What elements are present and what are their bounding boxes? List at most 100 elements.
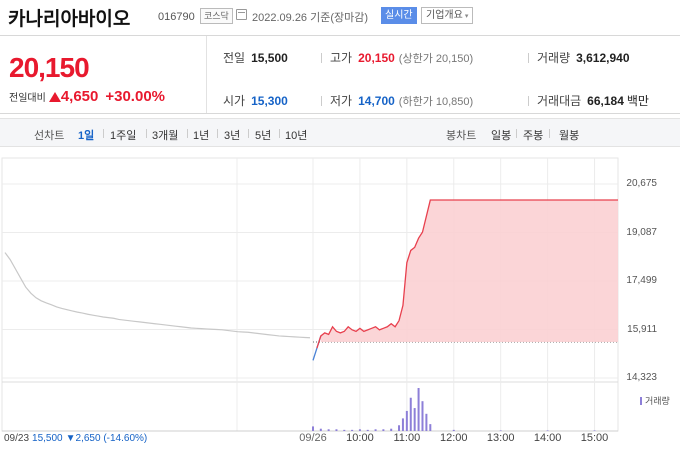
divider	[206, 36, 207, 113]
lower-limit: (하한가 10,850)	[398, 96, 474, 108]
volume-bar	[327, 429, 330, 431]
divider	[321, 96, 322, 106]
volume-bar	[351, 429, 354, 431]
candle-monthly[interactable]: 월봉	[559, 130, 580, 142]
volume-bar	[343, 429, 346, 431]
x-tick-label: 14:00	[533, 432, 562, 444]
volume-bar	[319, 428, 322, 431]
open-label: 시가	[223, 94, 246, 108]
candle-daily[interactable]: 일봉	[491, 130, 512, 142]
prev-close-value: 15,500	[251, 51, 288, 65]
x-tick-label: 12:00	[440, 432, 468, 444]
trade-value-cell: 거래대금 66,184 백만	[528, 92, 649, 109]
divider	[146, 129, 147, 138]
volume-bar	[401, 418, 404, 431]
up-arrow-icon	[48, 92, 61, 102]
y-tick-label: 20,675	[626, 178, 657, 189]
prev-day-line	[4, 252, 311, 339]
divider	[248, 129, 249, 138]
stock-header: 카나리아바이오 016790 코스닥 2022.09.26 기준(장마감) 실시…	[0, 0, 680, 34]
period-3y[interactable]: 3년	[224, 130, 241, 142]
divider	[528, 53, 529, 63]
chevron-down-icon: ▾	[464, 13, 469, 20]
x-tick-label: 09/26	[299, 432, 327, 444]
x-tick-label: 15:00	[580, 432, 609, 444]
candle-weekly[interactable]: 주봉	[523, 130, 544, 142]
trade-value-label: 거래대금	[537, 94, 582, 108]
volume-bar	[358, 429, 361, 431]
volume-bar	[390, 428, 393, 431]
y-tick-label: 17,499	[626, 275, 657, 286]
company-name[interactable]: 카나리아바이오	[8, 9, 131, 30]
change-label: 전일대비	[9, 93, 46, 104]
chart-grid	[1, 157, 619, 432]
x-tick-label: 11:00	[393, 432, 421, 444]
today-series	[312, 199, 618, 361]
period-3m[interactable]: 3개월	[152, 130, 179, 142]
current-price: 20,150	[9, 52, 90, 83]
line-chart-label: 선차트	[34, 130, 65, 142]
volume-value: 3,612,940	[576, 51, 630, 65]
volume-bar	[417, 388, 420, 431]
volume-bar	[366, 429, 369, 431]
company-info-label: 기업개요	[426, 10, 463, 21]
today-line-above	[316, 199, 618, 349]
divider	[321, 53, 322, 63]
change-amount: 4,650	[60, 88, 99, 105]
volume-legend-label: 거래량	[645, 396, 670, 406]
period-5y[interactable]: 5년	[255, 130, 272, 142]
quote-summary: 20,150 전일대비 4,650 +30.00% 전일 15,500 고가 20,15…	[0, 35, 680, 114]
volume-bar	[425, 413, 428, 431]
prev-day-change: ▼2,650 (-14.60%)	[65, 433, 148, 444]
period-10y[interactable]: 10년	[285, 130, 308, 142]
divider	[217, 129, 218, 138]
low-value: 14,700	[358, 94, 395, 108]
volume-bar	[593, 430, 596, 431]
volume-legend: 거래량	[640, 394, 670, 407]
price-chart[interactable]: 20,675 19,087 17,499 15,911 14,323 09/26 10:0…	[0, 148, 680, 459]
volume-bar	[409, 397, 412, 431]
chart-toolbar: 선차트 1일 1주일 3개월 1년 3년 5년 10년 봉차트 일봉 주봉 월봉	[0, 118, 680, 147]
volume-bar	[374, 429, 377, 431]
gain-area	[320, 200, 618, 343]
realtime-button[interactable]: 실시간	[381, 7, 417, 24]
low-label: 저가	[330, 94, 353, 108]
quote-date: 2022.09.26 기준(장마감)	[252, 12, 369, 24]
high-cell: 고가 20,150 (상한가 20,150)	[321, 49, 473, 66]
prev-day-date: 09/23	[4, 433, 30, 444]
volume-label: 거래량	[537, 51, 571, 65]
price-change: 전일대비 4,650 +30.00%	[9, 88, 165, 105]
high-value: 20,150	[358, 51, 395, 65]
open-cell: 시가 15,300	[223, 92, 288, 109]
period-1d[interactable]: 1일	[78, 130, 95, 142]
y-tick-label: 15,911	[627, 323, 657, 335]
price-chart-canvas	[1, 157, 619, 432]
prev-day-series	[4, 252, 311, 339]
divider	[187, 129, 188, 138]
stock-code: 016790	[158, 11, 195, 23]
volume-bar	[405, 410, 408, 431]
volume-bar	[398, 425, 401, 431]
volume-bar	[429, 424, 432, 431]
trade-value: 66,184	[587, 94, 624, 108]
company-info-dropdown[interactable]: 기업개요 ▾	[421, 7, 474, 24]
period-1y[interactable]: 1년	[193, 130, 210, 142]
y-tick-label: 19,087	[626, 226, 657, 238]
open-value: 15,300	[251, 94, 288, 108]
y-tick-label: 14,323	[626, 372, 657, 383]
divider	[279, 129, 280, 138]
x-tick-label: 10:00	[346, 432, 374, 444]
volume-bar	[413, 408, 416, 431]
volume-bars	[312, 388, 596, 431]
change-percent: +30.00%	[105, 88, 165, 105]
volume-bar	[335, 429, 338, 431]
low-cell: 저가 14,700 (하한가 10,850)	[321, 92, 473, 109]
high-label: 고가	[330, 51, 353, 65]
period-1w[interactable]: 1주일	[110, 130, 137, 142]
volume-bar	[546, 430, 549, 431]
calendar-icon	[236, 9, 247, 20]
market-badge: 코스닥	[200, 8, 233, 24]
candle-chart-label: 봉차트	[446, 130, 477, 142]
prev-close-label: 전일	[223, 51, 246, 65]
divider	[528, 96, 529, 106]
